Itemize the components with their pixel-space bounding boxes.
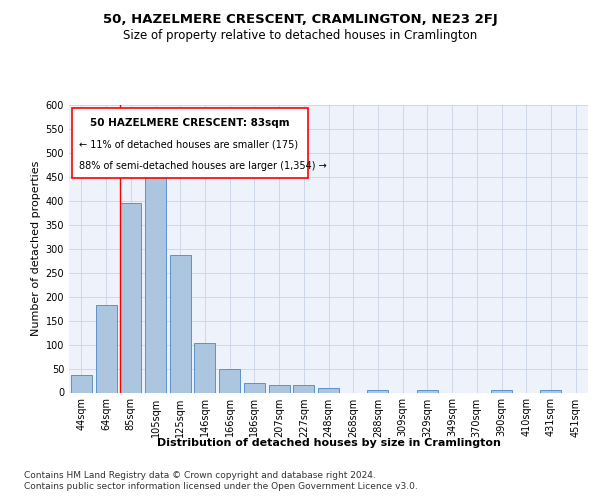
Text: 88% of semi-detached houses are larger (1,354) →: 88% of semi-detached houses are larger (… [79,161,327,171]
Bar [541,390,562,392]
Bar [71,375,92,392]
Text: 50, HAZELMERE CRESCENT, CRAMLINGTON, NE23 2FJ: 50, HAZELMERE CRESCENT, CRAMLINGTON, NE2… [103,12,497,26]
Bar [318,388,339,392]
Text: 50 HAZELMERE CRESCENT: 83sqm: 50 HAZELMERE CRESCENT: 83sqm [90,118,289,128]
Bar [491,390,512,392]
Bar [219,368,240,392]
Bar [145,172,166,392]
Bar [269,386,290,392]
Text: Size of property relative to detached houses in Cramlington: Size of property relative to detached ho… [123,29,477,42]
Y-axis label: Number of detached properties: Number of detached properties [31,161,41,336]
Bar [170,254,191,392]
Bar [244,383,265,392]
Bar [120,203,141,392]
FancyBboxPatch shape [71,108,308,178]
Text: Distribution of detached houses by size in Cramlington: Distribution of detached houses by size … [157,438,501,448]
Bar [194,343,215,392]
Text: ← 11% of detached houses are smaller (175): ← 11% of detached houses are smaller (17… [79,140,299,149]
Bar [293,386,314,392]
Bar [417,390,438,392]
Bar [95,305,116,392]
Bar [367,390,388,392]
Text: Contains HM Land Registry data © Crown copyright and database right 2024.: Contains HM Land Registry data © Crown c… [24,471,376,480]
Text: Contains public sector information licensed under the Open Government Licence v3: Contains public sector information licen… [24,482,418,491]
